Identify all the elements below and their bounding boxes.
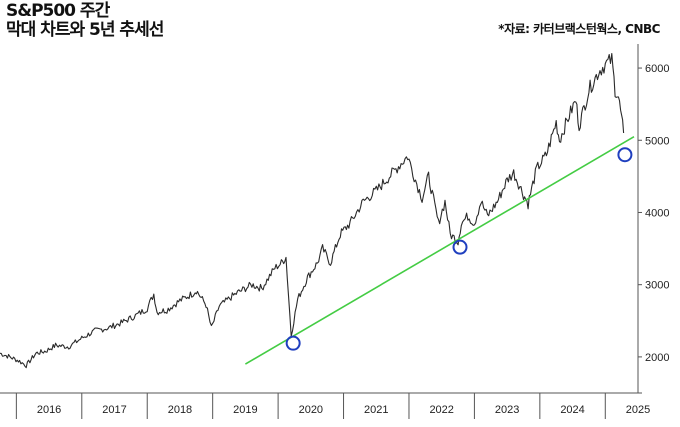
x-tick-label: 2024 bbox=[560, 404, 584, 416]
chart-title: S&P500 주간 막대 차트와 5년 추세선 bbox=[6, 1, 164, 40]
sp500-price-line bbox=[0, 52, 625, 369]
y-tick-label: 2000 bbox=[645, 352, 669, 364]
x-tick-label: 2019 bbox=[233, 404, 257, 416]
y-tick-label: 5000 bbox=[645, 135, 669, 147]
y-tick-label: 3000 bbox=[645, 280, 669, 292]
trendline-touch-marker bbox=[452, 239, 468, 255]
x-tick-label: 2022 bbox=[429, 404, 453, 416]
trendline-touch-marker bbox=[617, 147, 633, 163]
y-tick-label: 6000 bbox=[645, 63, 669, 75]
x-tick-label: 2017 bbox=[102, 404, 126, 416]
chart-title-line1: S&P500 주간 bbox=[6, 1, 110, 21]
x-tick-label: 2025 bbox=[626, 404, 650, 416]
x-tick-label: 2023 bbox=[495, 404, 519, 416]
x-tick-label: 2021 bbox=[364, 404, 388, 416]
x-tick-label: 2018 bbox=[168, 404, 192, 416]
trendline-touch-marker bbox=[285, 335, 301, 351]
x-tick-label: 2020 bbox=[299, 404, 323, 416]
source-note: *자료: 카터브랙스턴웍스, CNBC bbox=[498, 22, 660, 36]
x-tick-label: 2016 bbox=[37, 404, 61, 416]
trendline-5yr bbox=[244, 135, 635, 365]
chart-title-line2: 막대 차트와 5년 추세선 bbox=[6, 20, 164, 40]
y-tick-label: 4000 bbox=[645, 207, 669, 219]
